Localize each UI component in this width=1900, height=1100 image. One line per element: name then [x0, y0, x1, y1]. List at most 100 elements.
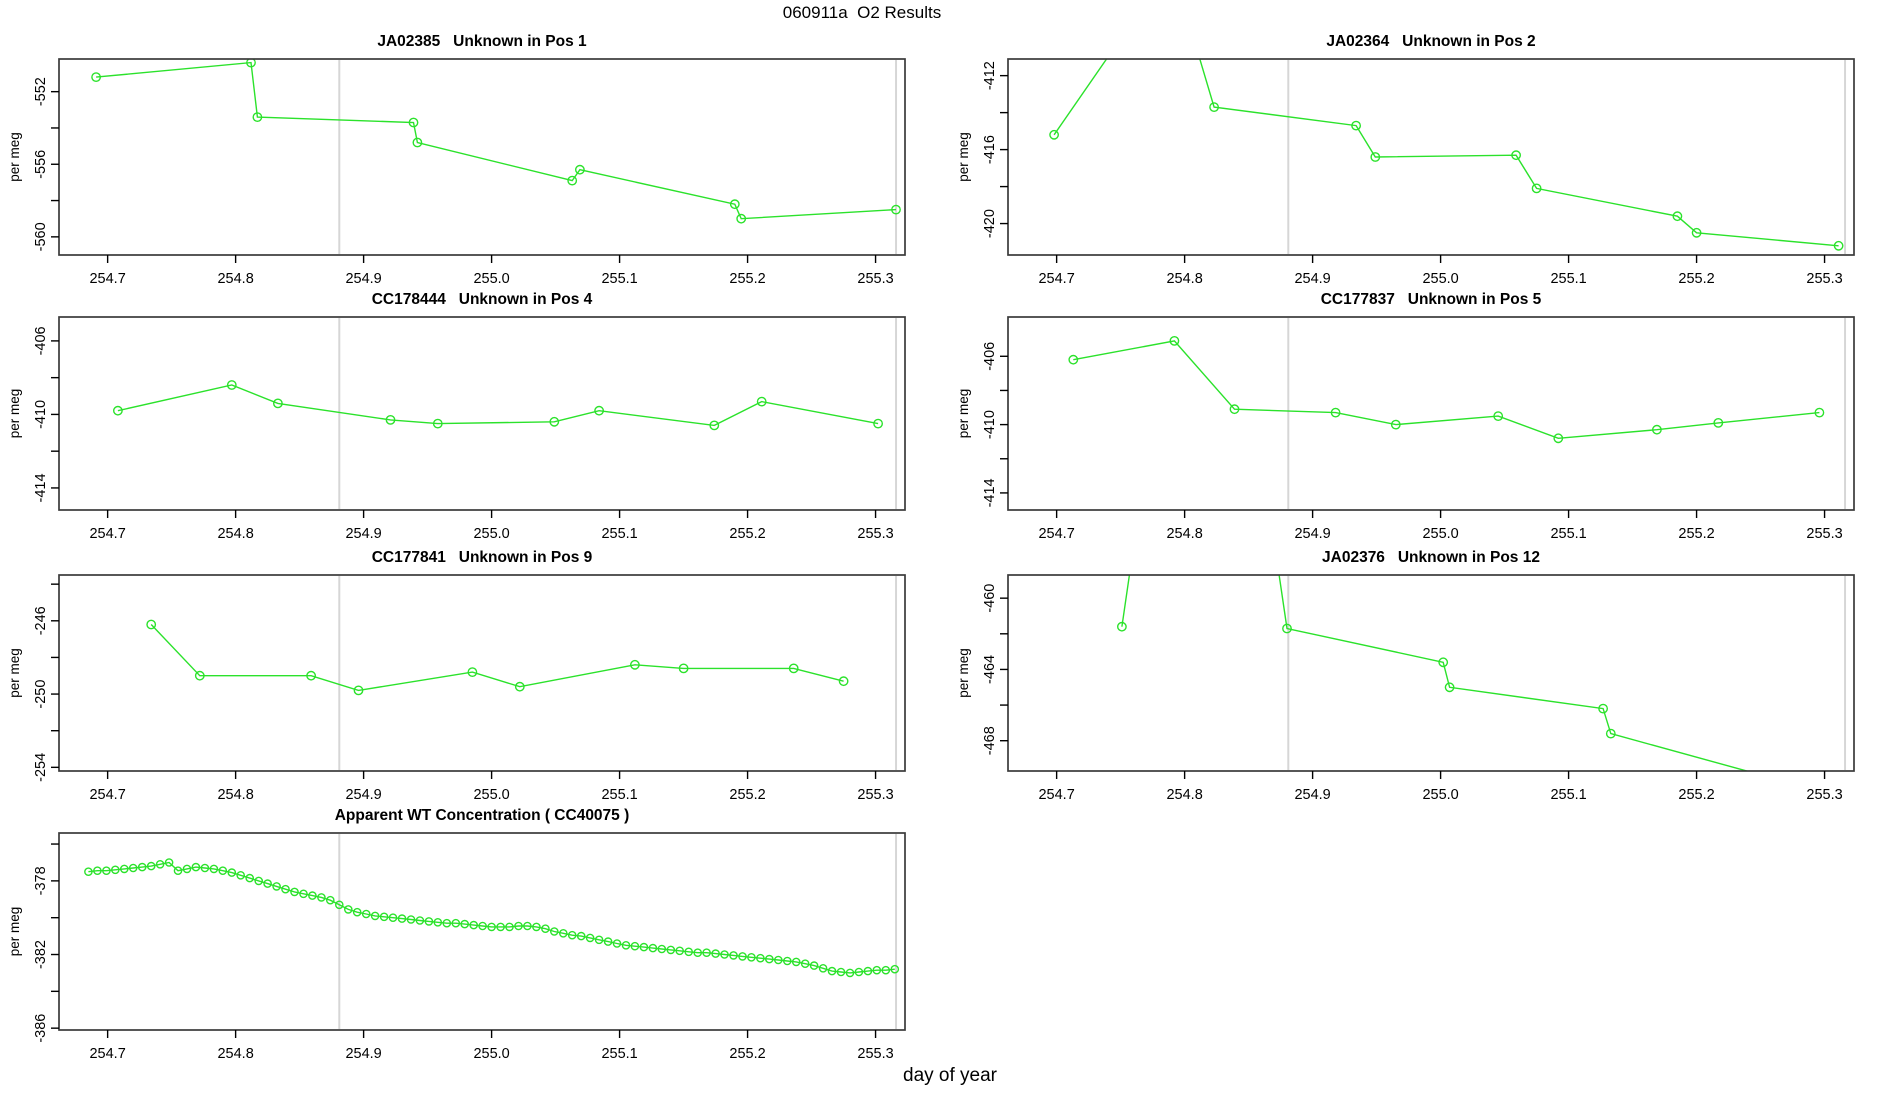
x-tick-label: 254.8	[217, 526, 253, 542]
data-point	[353, 685, 364, 696]
x-tick-label: 254.7	[89, 787, 125, 803]
data-point	[838, 676, 849, 687]
x-tick-label: 255.0	[1422, 787, 1458, 803]
x-tick-label: 255.1	[601, 1046, 637, 1062]
data-point	[352, 907, 362, 917]
data-point	[709, 420, 720, 431]
series-ja02364	[1049, 59, 1844, 251]
y-tick-label: -378	[33, 866, 49, 895]
x-tick-label: 255.0	[473, 1046, 509, 1062]
data-point	[756, 396, 767, 407]
data-point	[102, 866, 111, 876]
data-point	[91, 72, 102, 83]
data-point	[505, 922, 514, 932]
x-tick-label: 255.1	[1550, 787, 1586, 803]
data-point	[397, 914, 407, 923]
data-point	[675, 946, 685, 956]
x-tick-label: 255.0	[473, 271, 509, 287]
x-tick-label: 254.8	[217, 787, 253, 803]
y-tick-label: -246	[33, 606, 49, 635]
panel-title-ja02376: JA02376 Unknown in Pos 12	[1322, 549, 1540, 566]
x-tick-label: 254.7	[89, 526, 125, 542]
data-point	[621, 941, 631, 950]
data-point	[451, 918, 461, 928]
data-point	[120, 864, 129, 874]
y-axis-label: per meg	[956, 132, 971, 182]
plot-box	[58, 832, 906, 1031]
data-point	[684, 947, 694, 957]
y-axis-label: per meg	[7, 648, 22, 698]
y-tick-label: -420	[982, 209, 998, 238]
series-line	[88, 861, 895, 974]
panel-title-cc178444: CC178444 Unknown in Pos 4	[371, 291, 593, 308]
y-axis-label: per meg	[956, 389, 971, 439]
data-point	[263, 879, 272, 888]
data-point	[890, 964, 900, 974]
data-point	[412, 137, 423, 148]
x-tick-label: 255.0	[1422, 271, 1458, 287]
data-point	[567, 175, 578, 186]
y-tick-label: -560	[33, 222, 49, 251]
data-point	[891, 204, 901, 215]
data-point	[1444, 682, 1455, 693]
data-point	[809, 961, 819, 970]
panel-ja02385-plot: 254.7 254.8 254.9 255.0 255.1 255.2 255.3 -552 -…	[7, 58, 906, 287]
data-point	[245, 873, 254, 883]
data-point	[487, 922, 496, 932]
y-tick-label: -406	[982, 342, 998, 371]
panel-ja02376-plot: 254.7 254.8 254.9 255.0 255.1 255.2 255.3 -460 -…	[956, 574, 1855, 803]
x-tick-label: 255.2	[1678, 787, 1714, 803]
data-point	[1833, 240, 1844, 251]
data-point	[432, 418, 443, 429]
data-point	[254, 876, 264, 886]
data-point	[1605, 728, 1616, 739]
data-point	[191, 862, 201, 872]
data-point	[711, 949, 720, 958]
series-ja02385	[91, 59, 901, 224]
data-point	[693, 948, 703, 958]
data-point	[128, 863, 138, 873]
data-point	[788, 663, 799, 674]
series-line	[96, 61, 897, 220]
y-tick-label: -410	[982, 410, 998, 439]
data-point	[306, 670, 316, 681]
data-point	[594, 935, 604, 945]
plot-box	[1007, 316, 1855, 511]
data-point	[1598, 703, 1609, 714]
data-point	[729, 951, 738, 960]
data-point	[146, 619, 157, 630]
x-tick-label: 254.9	[1294, 526, 1330, 542]
y-tick-label: -414	[982, 478, 998, 507]
series-line	[117, 384, 879, 427]
data-point	[791, 957, 801, 967]
x-tick-label: 255.3	[857, 271, 893, 287]
x-tick-label: 255.2	[729, 526, 765, 542]
data-point	[460, 919, 470, 929]
x-tick-label: 254.9	[345, 1046, 381, 1062]
data-point	[236, 871, 245, 880]
x-tick-label: 254.8	[217, 1046, 253, 1062]
data-point	[1814, 407, 1825, 418]
data-point	[818, 964, 828, 973]
x-tick-label: 255.3	[857, 526, 893, 542]
data-point	[469, 920, 479, 930]
data-point	[467, 667, 478, 677]
x-tick-label: 254.8	[1166, 526, 1202, 542]
series-cc178444	[113, 380, 883, 431]
data-point	[827, 966, 837, 976]
data-point	[272, 882, 281, 891]
x-tick-label: 255.0	[473, 526, 509, 542]
data-point	[872, 965, 882, 975]
x-tick-label: 254.7	[1038, 271, 1074, 287]
x-tick-label: 254.7	[1038, 787, 1074, 803]
x-tick-label: 255.2	[1678, 271, 1714, 287]
plot-box	[1007, 58, 1855, 256]
y-axis-label: per meg	[7, 132, 22, 182]
panel-cc178444-plot: 254.7 254.8 254.9 255.0 255.1 255.2 255.3 -406 -…	[7, 316, 906, 542]
data-point	[218, 866, 228, 876]
data-point	[415, 916, 425, 925]
series-cc40075	[84, 858, 900, 978]
data-point	[496, 922, 505, 932]
data-point	[729, 199, 740, 210]
panel-cc177837-plot: 254.7 254.8 254.9 255.0 255.1 255.2 255.3 -406 -…	[956, 316, 1855, 542]
